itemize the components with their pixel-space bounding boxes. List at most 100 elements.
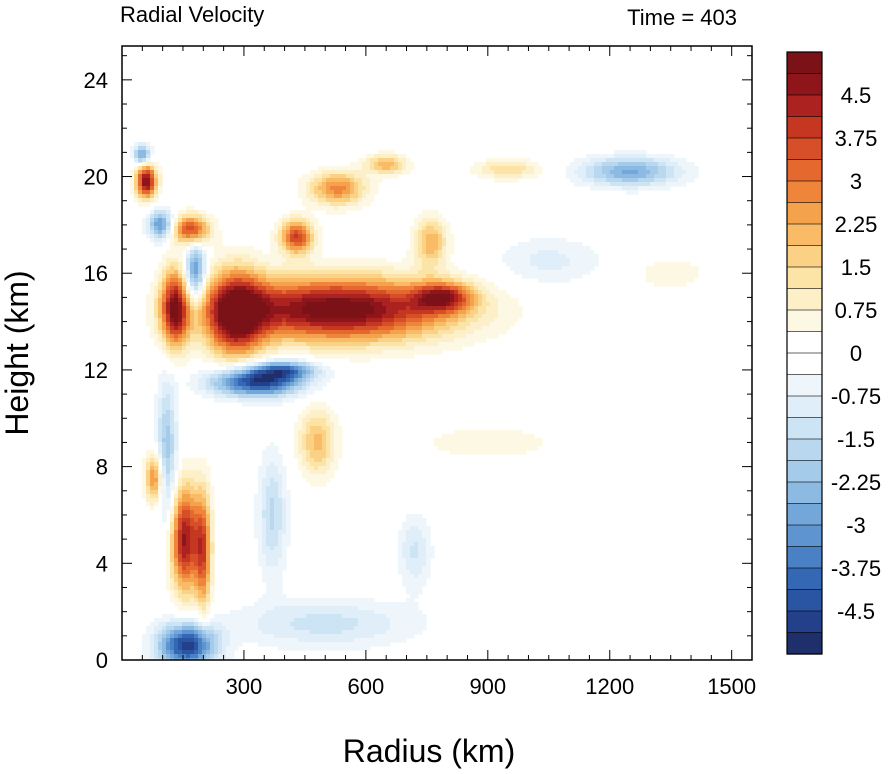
heatmap-cell <box>314 450 319 455</box>
heatmap-cell <box>262 510 267 515</box>
heatmap-cell <box>298 218 303 223</box>
heatmap-cell <box>246 282 251 287</box>
heatmap-cell <box>670 154 675 159</box>
heatmap-cell <box>590 158 595 163</box>
heatmap-cell <box>246 370 251 375</box>
heatmap-cell <box>278 302 283 307</box>
heatmap-cell <box>166 234 171 239</box>
heatmap-cell <box>594 254 599 259</box>
heatmap-cell <box>370 282 375 287</box>
heatmap-cell <box>174 262 179 267</box>
heatmap-cell <box>278 334 283 339</box>
heatmap-cell <box>330 178 335 183</box>
heatmap-cell <box>486 302 491 307</box>
heatmap-cell <box>222 274 227 279</box>
heatmap-cell <box>190 258 195 263</box>
heatmap-cell <box>298 270 303 275</box>
heatmap-cell <box>410 314 415 319</box>
heatmap-cell <box>270 494 275 499</box>
heatmap-cell <box>174 270 179 275</box>
heatmap-cell <box>134 190 139 195</box>
heatmap-cell <box>278 506 283 511</box>
heatmap-cell <box>678 274 683 279</box>
heatmap-cell <box>274 358 279 363</box>
heatmap-cell <box>366 198 371 203</box>
heatmap-cell <box>186 530 191 535</box>
heatmap-cell <box>246 270 251 275</box>
heatmap-cell <box>234 378 239 383</box>
heatmap-cell <box>414 222 419 227</box>
heatmap-cell <box>638 174 643 179</box>
heatmap-cell <box>146 470 151 475</box>
heatmap-cell <box>250 394 255 399</box>
heatmap-cell <box>658 158 663 163</box>
heatmap-cell <box>206 218 211 223</box>
heatmap-cell <box>158 282 163 287</box>
heatmap-cell <box>294 322 299 327</box>
heatmap-cell <box>242 266 247 271</box>
heatmap-cell <box>406 310 411 315</box>
heatmap-cell <box>150 482 155 487</box>
heatmap-cell <box>318 302 323 307</box>
heatmap-cell <box>314 426 319 431</box>
heatmap-cell <box>586 246 591 251</box>
heatmap-cell <box>158 470 163 475</box>
heatmap-cell <box>202 490 207 495</box>
heatmap-cell <box>290 390 295 395</box>
heatmap-cell <box>486 174 491 179</box>
heatmap-cell <box>314 250 319 255</box>
heatmap-cell <box>538 254 543 259</box>
heatmap-cell <box>282 334 287 339</box>
heatmap-cell <box>154 298 159 303</box>
heatmap-cell <box>546 270 551 275</box>
heatmap-cell <box>490 318 495 323</box>
heatmap-cell <box>238 330 243 335</box>
heatmap-cell <box>226 266 231 271</box>
heatmap-cell <box>142 462 147 467</box>
heatmap-cell <box>370 310 375 315</box>
heatmap-cell <box>370 350 375 355</box>
heatmap-cell <box>294 334 299 339</box>
heatmap-cell <box>454 346 459 351</box>
heatmap-cell <box>150 298 155 303</box>
heatmap-cell <box>274 526 279 531</box>
heatmap-cell <box>166 402 171 407</box>
heatmap-cell <box>438 322 443 327</box>
heatmap-cell <box>610 162 615 167</box>
heatmap-cell <box>186 302 191 307</box>
heatmap-cell <box>334 282 339 287</box>
heatmap-cell <box>342 178 347 183</box>
heatmap-cell <box>330 434 335 439</box>
heatmap-cell <box>362 330 367 335</box>
heatmap-cell <box>282 514 287 519</box>
heatmap-cell <box>446 222 451 227</box>
heatmap-cell <box>478 442 483 447</box>
heatmap-cell <box>230 262 235 267</box>
heatmap-cell <box>282 534 287 539</box>
heatmap-cell <box>586 182 591 187</box>
heatmap-cell <box>490 158 495 163</box>
heatmap-cell <box>238 310 243 315</box>
heatmap-cell <box>194 558 199 563</box>
heatmap-cell <box>602 170 607 175</box>
heatmap-cell <box>382 342 387 347</box>
heatmap-cell <box>170 478 175 483</box>
heatmap-cell <box>398 282 403 287</box>
heatmap-cell <box>326 366 331 371</box>
heatmap-cell <box>166 214 171 219</box>
heatmap-cell <box>330 422 335 427</box>
heatmap-cell <box>342 174 347 179</box>
heatmap-cell <box>678 262 683 267</box>
heatmap-cell <box>650 158 655 163</box>
heatmap-cell <box>602 154 607 159</box>
heatmap-cell <box>198 538 203 543</box>
heatmap-cell <box>298 334 303 339</box>
heatmap-cell <box>426 214 431 219</box>
heatmap-cell <box>274 294 279 299</box>
heatmap-cell <box>162 210 167 215</box>
heatmap-cell <box>230 258 235 263</box>
heatmap-cell <box>162 322 167 327</box>
heatmap-cell <box>474 318 479 323</box>
heatmap-cell <box>278 394 283 399</box>
heatmap-cell <box>174 290 179 295</box>
